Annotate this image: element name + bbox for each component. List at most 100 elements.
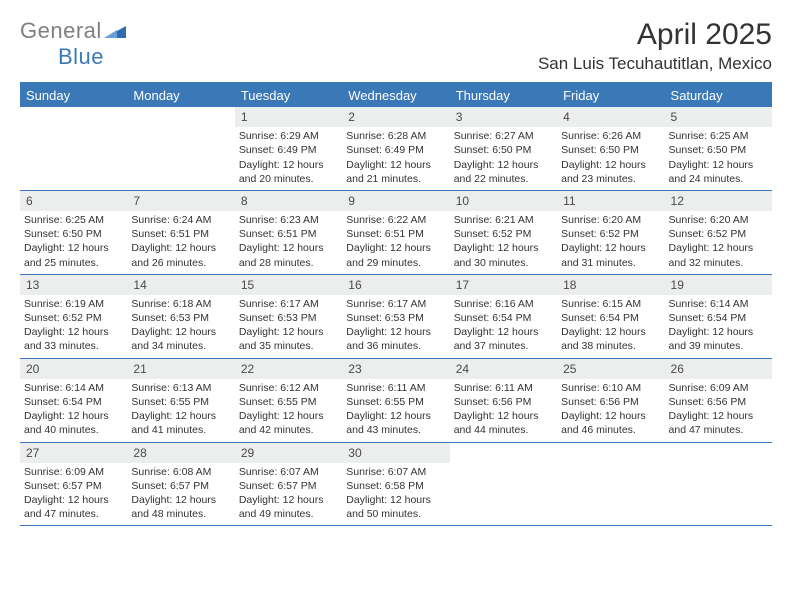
daylight-line: Daylight: 12 hours and 33 minutes. [24, 326, 109, 352]
day-number: 16 [342, 275, 449, 295]
daylight-line: Daylight: 12 hours and 26 minutes. [131, 242, 216, 268]
sunrise-line: Sunrise: 6:07 AM [346, 466, 426, 478]
day-info: Sunrise: 6:27 AMSunset: 6:50 PMDaylight:… [454, 129, 553, 186]
calendar-day: 18 Sunrise: 6:15 AM Sunset: 6:54 PM Dayligh… [557, 275, 664, 358]
sunset-line: Sunset: 6:54 PM [454, 312, 532, 324]
sunset-line: Sunset: 6:52 PM [24, 312, 102, 324]
day-number: 18 [557, 275, 664, 295]
daylight-line: Daylight: 12 hours and 34 minutes. [131, 326, 216, 352]
day-info: Sunrise: 6:11 AMSunset: 6:55 PMDaylight:… [346, 381, 445, 438]
sunrise-line: Sunrise: 6:14 AM [669, 298, 749, 310]
daylight-line: Daylight: 12 hours and 42 minutes. [239, 410, 324, 436]
day-number: 28 [127, 443, 234, 463]
weekday-header: Friday [557, 84, 664, 107]
calendar-day: 7Sunrise: 6:24 AMSunset: 6:51 PMDaylight… [127, 191, 234, 274]
day-number: 19 [665, 275, 772, 295]
calendar-week: 27Sunrise: 6:09 AMSunset: 6:57 PMDayligh… [20, 443, 772, 527]
day-number: 14 [127, 275, 234, 295]
day-info: Sunrise: 6:19 AMSunset: 6:52 PMDaylight:… [24, 297, 123, 354]
calendar-week: 1Sunrise: 6:29 AMSunset: 6:49 PMDaylight… [20, 107, 772, 191]
calendar-day: 19Sunrise: 6:14 AMSunset: 6:54 PMDayligh… [665, 275, 772, 358]
calendar-day: 24Sunrise: 6:11 AMSunset: 6:56 PMDayligh… [450, 359, 557, 442]
weekday-header: Wednesday [342, 84, 449, 107]
sunrise-line: Sunrise: 6:23 AM [239, 214, 319, 226]
day-number: 13 [20, 275, 127, 295]
sunrise-line: Sunrise: 6:26 AM [561, 130, 641, 142]
sunrise-line: Sunrise: 6:25 AM [24, 214, 104, 226]
daylight-line: Daylight: 12 hours and 29 minutes. [346, 242, 431, 268]
daylight-line: Daylight: 12 hours and 39 minutes. [669, 326, 754, 352]
day-number: 29 [235, 443, 342, 463]
sunset-line: Sunset: 6:57 PM [24, 480, 102, 492]
sunrise-line: Sunrise: 6:17 AM [346, 298, 426, 310]
day-number: 24 [450, 359, 557, 379]
calendar-week: 20Sunrise: 6:14 AMSunset: 6:54 PMDayligh… [20, 359, 772, 443]
brand-part1: General [20, 18, 102, 43]
calendar-day [20, 107, 127, 190]
sunrise-line: Sunrise: 6:17 AM [239, 298, 319, 310]
daylight-line: Daylight: 12 hours and 23 minutes. [561, 159, 646, 185]
weekday-header: Thursday [450, 84, 557, 107]
calendar-day: 13Sunrise: 6:19 AMSunset: 6:52 PMDayligh… [20, 275, 127, 358]
day-info: Sunrise: 6:24 AM Sunset: 6:51 PM Daylight:… [131, 213, 230, 270]
sunrise-line: Sunrise: 6:16 AM [454, 298, 534, 310]
day-number [127, 107, 234, 127]
daylight-line: Daylight: 12 hours and 21 minutes. [346, 159, 431, 185]
day-number: 27 [20, 443, 127, 463]
day-number: 6 [20, 191, 127, 211]
daylight-line: Daylight: 12 hours and 32 minutes. [669, 242, 754, 268]
sunrise-line: Sunrise: 6:12 AM [239, 382, 319, 394]
sunset-line: Sunset: 6:51 PM [131, 228, 209, 240]
calendar-week: 13Sunrise: 6:19 AMSunset: 6:52 PMDayligh… [20, 275, 772, 359]
sunset-line: Sunset: 6:55 PM [131, 396, 209, 408]
daylight-line: Daylight: 12 hours and 35 minutes. [239, 326, 324, 352]
daylight-line: Daylight: 12 hours and 22 minutes. [454, 159, 539, 185]
daylight-line: Daylight: 12 hours and 30 minutes. [454, 242, 539, 268]
sunset-line: Sunset: 6:53 PM [239, 312, 317, 324]
weekday-header: Tuesday [235, 84, 342, 107]
daylight-line: Daylight: 12 hours and 37 minutes. [454, 326, 539, 352]
daylight-line: Daylight: 12 hours and 31 minutes. [561, 242, 646, 268]
sunset-line: Sunset: 6:56 PM [454, 396, 532, 408]
sunset-line: Sunset: 6:54 PM [561, 312, 639, 324]
sunrise-line: Sunrise: 6:27 AM [454, 130, 534, 142]
day-info: Sunrise: 6:12 AMSunset: 6:55 PMDaylight:… [239, 381, 338, 438]
daylight-line: Daylight: 12 hours and 38 minutes. [561, 326, 646, 352]
sunrise-line: Sunrise: 6:29 AM [239, 130, 319, 142]
sunset-line: Sunset: 6:50 PM [561, 144, 639, 156]
daylight-line: Daylight: 12 hours and 50 minutes. [346, 494, 431, 520]
day-info: Sunrise: 6:09 AMSunset: 6:57 PMDaylight:… [24, 465, 123, 522]
sunrise-line: Sunrise: 6:13 AM [131, 382, 211, 394]
day-info: Sunrise: 6:21 AMSunset: 6:52 PMDaylight:… [454, 213, 553, 270]
calendar-day: 20Sunrise: 6:14 AMSunset: 6:54 PMDayligh… [20, 359, 127, 442]
sunrise-line: Sunrise: 6:20 AM [561, 214, 641, 226]
day-info: Sunrise: 6:16 AM Sunset: 6:54 PM Daylight:… [454, 297, 553, 354]
sunrise-line: Sunrise: 6:18 AM [131, 298, 211, 310]
sunrise-line: Sunrise: 6:24 AM [131, 214, 211, 226]
day-info: Sunrise: 6:17 AM Sunset: 6:53 PM Daylight:… [239, 297, 338, 354]
sunset-line: Sunset: 6:53 PM [131, 312, 209, 324]
sunset-line: Sunset: 6:57 PM [239, 480, 317, 492]
day-number [20, 107, 127, 127]
day-info: Sunrise: 6:07 AMSunset: 6:58 PMDaylight:… [346, 465, 445, 522]
day-info: Sunrise: 6:18 AM Sunset: 6:53 PM Daylight:… [131, 297, 230, 354]
sunrise-line: Sunrise: 6:21 AM [454, 214, 534, 226]
weekday-header: Sunday [20, 84, 127, 107]
weekday-header-row: SundayMondayTuesdayWednesdayThursdayFrid… [20, 84, 772, 107]
day-info: Sunrise: 6:22 AMSunset: 6:51 PMDaylight:… [346, 213, 445, 270]
daylight-line: Daylight: 12 hours and 47 minutes. [24, 494, 109, 520]
calendar-day [665, 443, 772, 526]
daylight-line: Daylight: 12 hours and 46 minutes. [561, 410, 646, 436]
daylight-line: Daylight: 12 hours and 41 minutes. [131, 410, 216, 436]
day-info: Sunrise: 6:28 AMSunset: 6:49 PMDaylight:… [346, 129, 445, 186]
day-info: Sunrise: 6:25 AMSunset: 6:50 PMDaylight:… [24, 213, 123, 270]
day-info: Sunrise: 6:13 AM Sunset: 6:55 PM Daylight:… [131, 381, 230, 438]
calendar-day: 15Sunrise: 6:17 AMSunset: 6:53 PMDayligh… [235, 275, 342, 358]
sunset-line: Sunset: 6:52 PM [669, 228, 747, 240]
calendar-day: 8Sunrise: 6:23 AMSunset: 6:51 PMDaylight… [235, 191, 342, 274]
calendar-day: 16Sunrise: 6:17 AMSunset: 6:53 PMDayligh… [342, 275, 449, 358]
sunset-line: Sunset: 6:50 PM [669, 144, 747, 156]
sunrise-line: Sunrise: 6:28 AM [346, 130, 426, 142]
sunrise-line: Sunrise: 6:15 AM [561, 298, 641, 310]
day-number: 17 [450, 275, 557, 295]
